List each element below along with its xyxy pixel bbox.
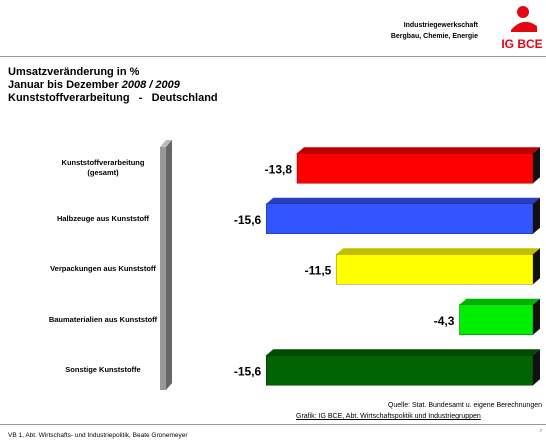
bar-top [266,349,540,356]
bar [265,349,540,386]
bar-top [336,248,540,255]
title: Januar bis Dezember [8,79,119,91]
category-label: Baumaterialien aus Kunststoff [48,314,158,324]
title: Januar bis Dezember 2008 / 2009 [8,79,180,91]
bar-side [533,248,540,285]
bar [296,147,540,184]
bar [459,298,540,335]
value-label: -4,3 [434,314,455,328]
bar-top [297,147,540,154]
value-label: -13,8 [265,162,293,176]
bar [265,197,540,234]
org-line: Industriegewerkschaft [403,22,478,29]
bar-side [533,298,540,335]
divider [0,56,546,57]
bar-front [265,203,534,234]
credit: Grafik: IG BCE, Abt. Wirtschaftspolitik … [296,413,481,420]
author: VB 1, Abt. Wirtschafts- und Industriepol… [8,432,188,439]
org-line: Bergbau, Chemie, Energie [390,33,478,40]
bar-front [296,153,534,184]
category-label: Sonstige Kunststoffe [65,365,141,375]
source: Quelle: Stat. Bundesamt u. eigene Berech… [387,402,542,409]
value-label: -11,5 [305,263,332,277]
bar-side [533,349,540,386]
bar-front [459,304,534,335]
bar-side [533,197,540,234]
category-label: Verpackungen aus Kunststoff [50,264,156,274]
logo-text: IG BCE [501,37,542,51]
bar-side [533,147,540,184]
title: Kunststoffverarbeitung - Deutschland [8,92,218,104]
bar-top [266,197,540,204]
bar-front [336,254,534,285]
page-number: 7 [539,428,542,433]
bar [336,248,540,285]
bar-top [459,298,540,305]
bar-front [265,355,534,386]
category-label: Halbzeuge aus Kunststoff [56,213,150,223]
logo: IG BCE [501,6,543,51]
category-label: Kunststoffverarbeitung (gesamt) [61,158,145,178]
title-years: 2008 / 2009 [121,79,180,91]
value-label: -15,6 [234,364,262,378]
divider [0,424,546,425]
title: Umsatzveränderung in % [8,66,140,78]
value-label: -15,6 [234,213,262,227]
